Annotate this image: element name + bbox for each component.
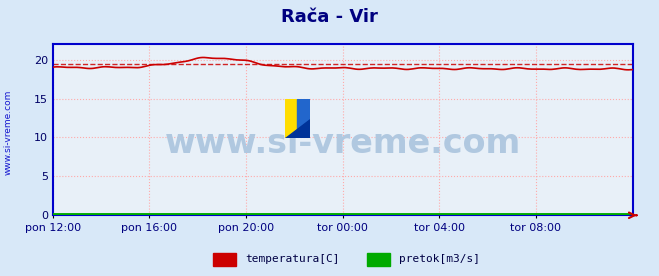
Text: temperatura[C]: temperatura[C] [245, 254, 339, 264]
Bar [212, 253, 236, 266]
Bar [285, 99, 297, 138]
Text: www.si-vreme.com: www.si-vreme.com [165, 127, 521, 160]
Bar [297, 99, 310, 138]
Text: www.si-vreme.com: www.si-vreme.com [3, 90, 13, 175]
Text: Rača - Vir: Rača - Vir [281, 8, 378, 26]
Text: pretok[m3/s]: pretok[m3/s] [399, 254, 480, 264]
Polygon shape [285, 119, 310, 138]
Bar [367, 253, 390, 266]
